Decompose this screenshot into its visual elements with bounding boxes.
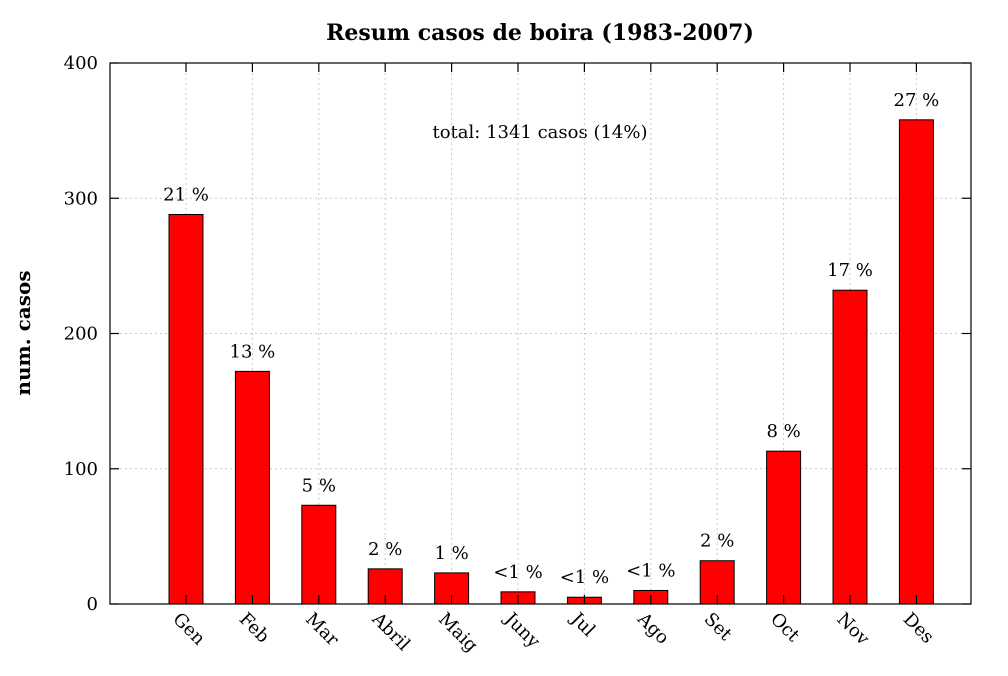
data-label: 8 % (766, 421, 800, 442)
x-tick-label: Jul (565, 607, 599, 641)
data-label: 17 % (827, 260, 873, 281)
x-tick-label: Oct (766, 609, 804, 647)
bar-mar (301, 504, 337, 605)
data-label: <1 % (493, 562, 542, 583)
bar-layer: 21 % 13 % 5 % 2 % 1 % <1 % <1 % <1 % 2 % 8 % 17 % 2… (163, 90, 940, 605)
x-tick-label: Juny (499, 607, 545, 653)
bar-des (898, 119, 934, 605)
data-label: 2 % (700, 531, 734, 552)
x-tick-label: Feb (235, 609, 274, 648)
y-tick-label: 200 (64, 324, 98, 345)
data-label: 2 % (368, 539, 402, 560)
y-tick-label: 100 (64, 459, 98, 480)
bar-nov (832, 289, 868, 605)
x-tick-label: Gen (168, 609, 209, 650)
bar-feb (234, 370, 270, 605)
data-label: <1 % (560, 567, 609, 588)
data-label: 5 % (302, 475, 336, 496)
bar-gen (168, 213, 204, 605)
bar-oct (766, 450, 802, 605)
x-tick-label: Mar (301, 609, 343, 651)
x-tick-label: Set (700, 609, 737, 646)
x-tick-label: Abril (367, 608, 414, 655)
data-label: 27 % (894, 90, 940, 111)
y-tick-label: 0 (87, 594, 98, 615)
x-tick-label: Des (899, 609, 938, 648)
data-label: 13 % (230, 341, 276, 362)
data-label: <1 % (626, 560, 675, 581)
chart-title: Resum casos de boira (1983-2007) (326, 20, 754, 46)
x-tick-label: Maig (434, 609, 482, 657)
y-tick-label: 300 (64, 188, 98, 209)
x-tick-label: Ago (633, 608, 674, 649)
x-tick-label: Nov (832, 609, 873, 650)
data-label: 1 % (434, 543, 468, 564)
y-axis-label: num. casos (11, 270, 35, 395)
y-tick-label: 400 (64, 53, 98, 74)
data-label: 21 % (163, 184, 209, 205)
total-annotation: total: 1341 casos (14%) (432, 122, 647, 143)
